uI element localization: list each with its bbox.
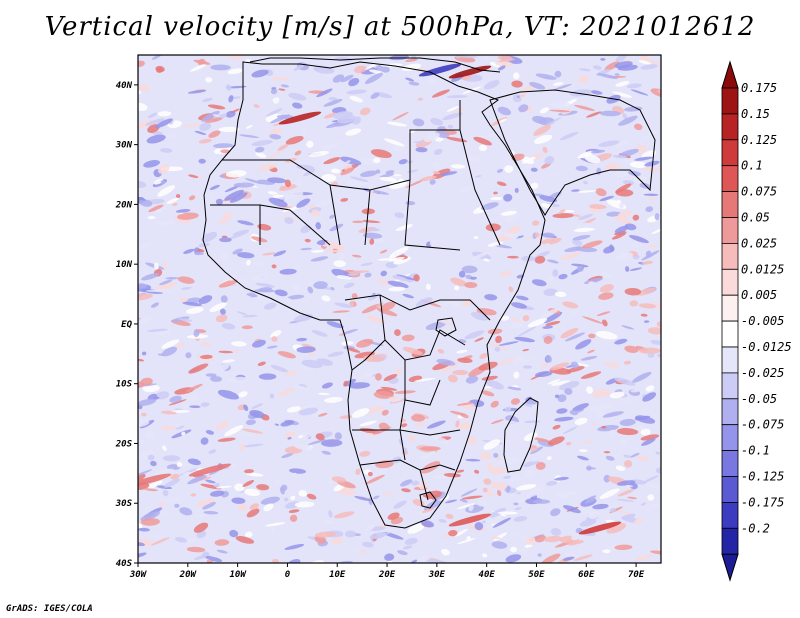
colorbar-label: 0.0125	[741, 262, 784, 276]
colorbar-swatch	[721, 268, 739, 296]
europe-coastline	[249, 57, 501, 73]
colorbar-label: 0.005	[741, 288, 777, 302]
lon-tick-label: 20E	[378, 570, 396, 580]
colorbar-bottom-arrow	[721, 553, 739, 582]
arabia-coastline	[489, 89, 656, 216]
lat-tick-label: 20S	[115, 439, 133, 449]
colorbar-swatch	[721, 424, 739, 452]
map-title: Vertical velocity [m/s] at 500hPa, VT: 2…	[44, 12, 756, 42]
colorbar-label: -0.0125	[741, 340, 792, 354]
lat-tick-label: 10N	[116, 260, 133, 270]
lat-tick-label: 10S	[116, 380, 133, 390]
colorbar-label: -0.075	[741, 418, 784, 432]
lat-tick-label: EQ	[121, 320, 132, 330]
velocity-field	[138, 55, 661, 563]
colorbar-label: 0.05	[741, 211, 770, 225]
map-frame	[137, 54, 662, 564]
colorbar-swatch	[721, 87, 739, 115]
lat-tick-label: 30S	[115, 499, 133, 509]
africa-coastline	[202, 61, 546, 529]
lon-tick-label: 30E	[428, 570, 446, 580]
colorbar-label: -0.1	[741, 444, 770, 458]
colorbar-swatch	[721, 113, 739, 141]
colorbar-label: 0.125	[741, 133, 777, 147]
colorbar-swatch	[721, 217, 739, 244]
colorbar-swatch	[721, 139, 739, 167]
lat-tick-label: 40S	[116, 559, 133, 569]
lon-tick-label: 40E	[479, 570, 496, 580]
colorbar-label: -0.05	[741, 392, 777, 406]
colorbar: 0.175 0.15 0.125 0.1 0.075 0.05 0.025 0.0125 0.0…	[721, 60, 792, 582]
lon-tick-label: 60E	[578, 570, 595, 580]
lon-tick-label: 30W	[129, 570, 148, 580]
lon-tick-label: 10W	[229, 570, 247, 580]
grads-credit: GrADS: IGES/COLA	[6, 604, 93, 614]
colorbar-swatch	[721, 398, 739, 426]
colorbar-swatch	[721, 346, 739, 374]
colorbar-label: 0.025	[741, 236, 777, 250]
colorbar-swatch	[721, 320, 739, 348]
colorbar-swatch	[721, 191, 739, 218]
madagascar-coastline	[503, 397, 539, 473]
colorbar-label: -0.2	[741, 521, 770, 535]
colorbar-swatch	[721, 501, 739, 529]
lesotho-border	[419, 491, 437, 509]
lon-tick-label: 10E	[329, 570, 346, 580]
country-borders	[202, 57, 656, 529]
lake-victoria	[435, 317, 457, 337]
latitude-axis: 40N 30N 20N 10N EQ 10S 20S 30S 40S	[115, 81, 138, 569]
colorbar-swatch	[721, 372, 739, 400]
lon-tick-label: 70E	[628, 570, 645, 580]
colorbar-label: 0.075	[741, 185, 777, 199]
longitude-axis: 30W 20W 10W 0 10E 20E 30E 40E 50E 60E 70E	[129, 563, 645, 580]
lat-tick-label: 30N	[115, 141, 133, 151]
southern-borders	[359, 429, 456, 501]
sahara-borders	[210, 100, 501, 251]
colorbar-label: 0.15	[741, 107, 770, 121]
map-background	[138, 55, 661, 563]
colorbar-top-arrow	[721, 60, 739, 89]
lon-tick-label: 20W	[179, 570, 198, 580]
colorbar-label: -0.025	[741, 366, 784, 380]
lat-tick-label: 20N	[115, 200, 133, 210]
colorbar-swatch	[721, 527, 739, 555]
lon-tick-label: 0	[285, 570, 291, 580]
colorbar-swatch	[721, 294, 739, 322]
colorbar-label: -0.175	[741, 495, 784, 509]
colorbar-swatch	[721, 450, 739, 477]
central-borders	[344, 294, 491, 436]
colorbar-label: 0.1	[741, 159, 763, 173]
colorbar-label: 0.175	[741, 81, 777, 95]
colorbar-swatch	[721, 242, 739, 270]
colorbar-label: -0.125	[741, 470, 784, 484]
colorbar-label: -0.005	[741, 314, 784, 328]
colorbar-swatch	[721, 165, 739, 192]
lon-tick-label: 50E	[528, 570, 545, 580]
colorbar-swatch	[721, 476, 739, 503]
lat-tick-label: 40N	[116, 81, 133, 91]
